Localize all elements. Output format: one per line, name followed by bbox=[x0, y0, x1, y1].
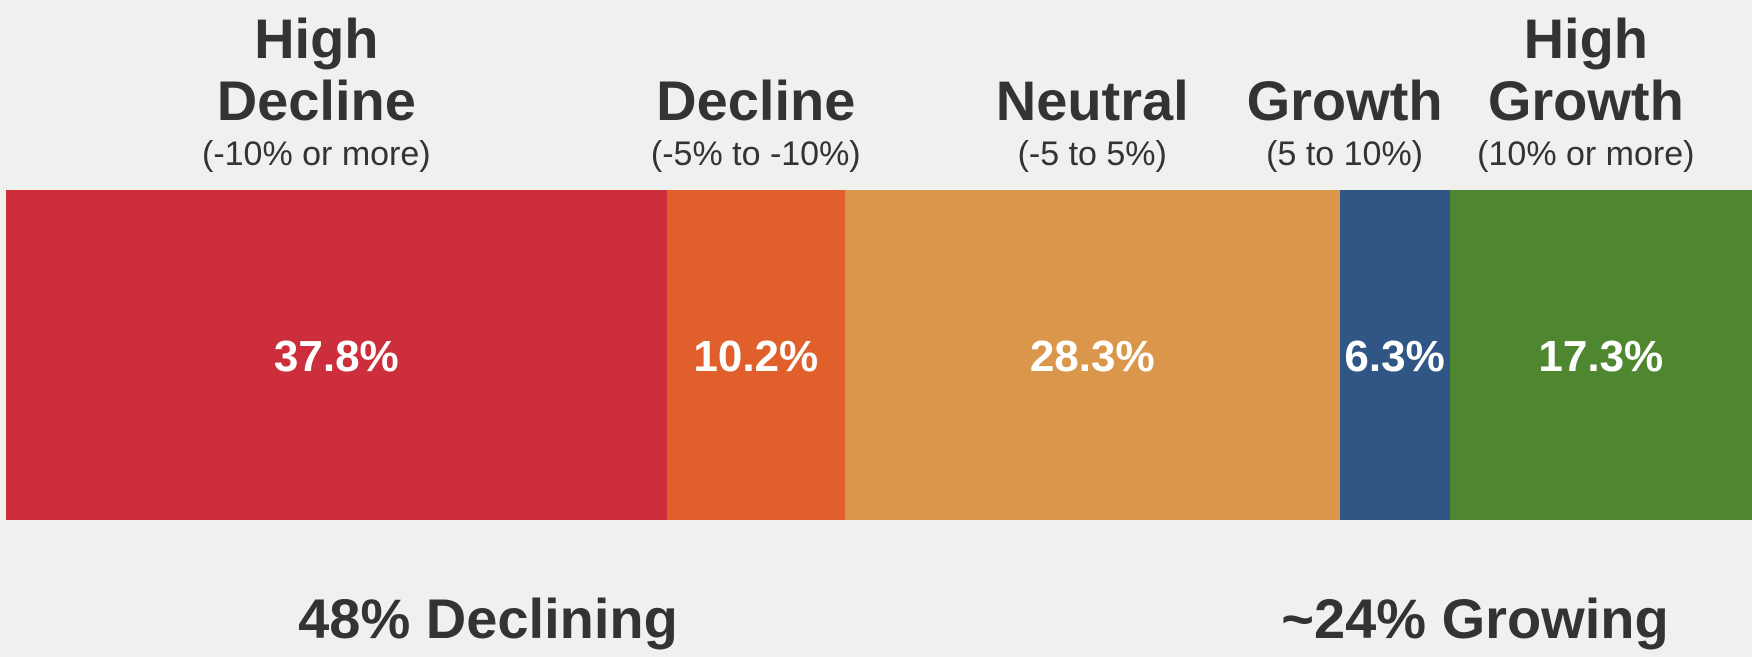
value-label: 6.3% bbox=[1344, 332, 1445, 381]
value-label: 28.3% bbox=[1029, 332, 1155, 381]
legend-label: Neutral bbox=[995, 69, 1189, 132]
legend-label: Decline bbox=[656, 69, 856, 132]
bar-segment bbox=[1449, 190, 1752, 520]
bar-segment bbox=[844, 190, 1341, 520]
legend-label: High Decline bbox=[216, 7, 416, 132]
value-label: 17.3% bbox=[1538, 332, 1664, 381]
bar-segment bbox=[666, 190, 846, 520]
legend-label: High Growth bbox=[1487, 7, 1684, 132]
annotation: ~24% Growing bbox=[1281, 587, 1669, 650]
range-label: (-5 to 5%) bbox=[1017, 135, 1167, 173]
value-label: 10.2% bbox=[693, 332, 819, 381]
range-label: (10% or more) bbox=[1477, 135, 1695, 173]
range-label: (5 to 10%) bbox=[1266, 135, 1423, 173]
legend-label: Growth bbox=[1246, 69, 1443, 132]
bar-segment bbox=[1339, 190, 1451, 520]
bar-segment bbox=[6, 190, 668, 520]
value-label: 37.8% bbox=[273, 332, 399, 381]
annotation: 48% Declining bbox=[298, 587, 678, 650]
range-label: (-5% to -10%) bbox=[650, 135, 861, 173]
range-label: (-10% or more) bbox=[202, 135, 431, 173]
